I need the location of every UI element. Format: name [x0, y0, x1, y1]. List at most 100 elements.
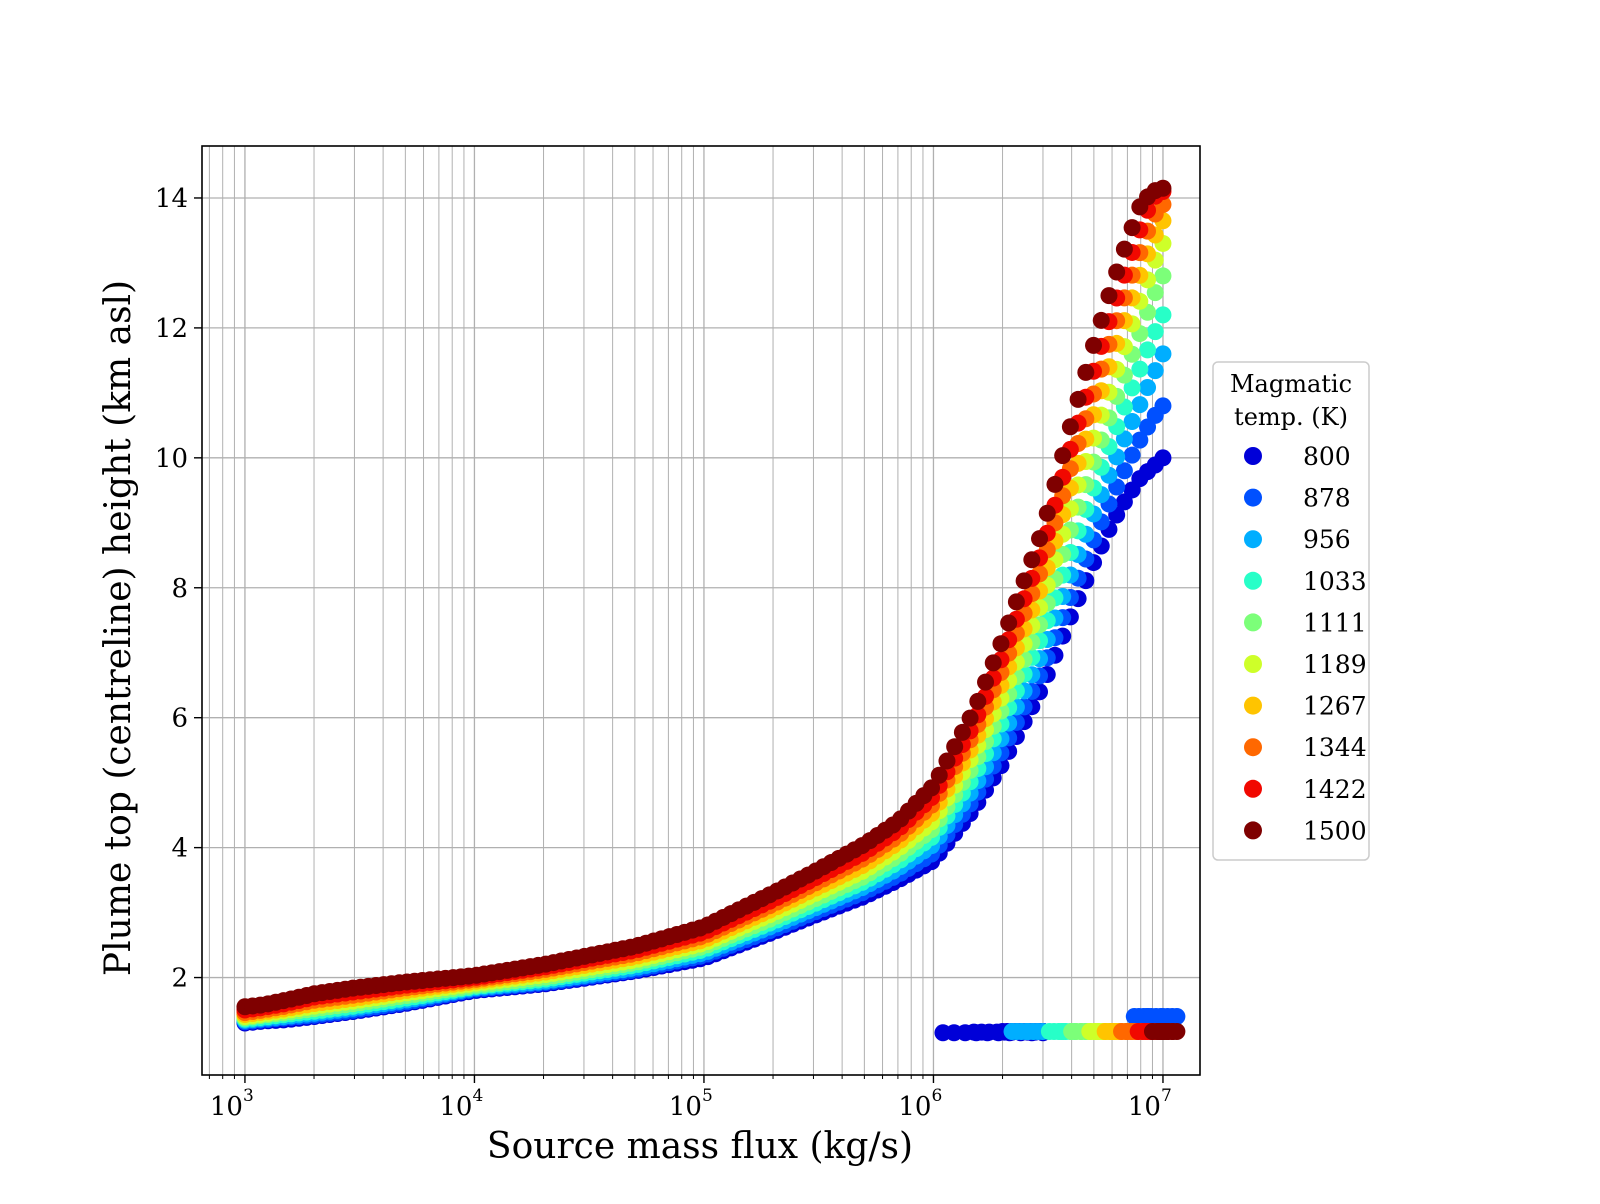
data-point — [1115, 462, 1133, 480]
legend-label: 1500 — [1303, 816, 1367, 845]
data-point — [1146, 284, 1164, 302]
legend-label: 1189 — [1303, 650, 1367, 679]
data-point — [923, 779, 941, 797]
data-point — [1023, 551, 1041, 569]
data-point — [1061, 418, 1079, 436]
x-tick-base: 10 — [439, 1092, 472, 1122]
x-tick-exponent: 5 — [702, 1086, 713, 1106]
x-tick-label: 10 3 — [210, 1086, 254, 1122]
y-tick-label: 8 — [171, 574, 188, 604]
data-point — [1154, 449, 1172, 467]
y-tick-label: 12 — [155, 314, 188, 344]
data-point — [1139, 379, 1157, 397]
data-point — [1168, 1022, 1186, 1040]
x-tick-exponent: 6 — [931, 1086, 942, 1106]
data-point — [1123, 219, 1141, 237]
data-point — [1131, 360, 1149, 378]
data-point — [930, 766, 948, 784]
legend-label: 1267 — [1303, 692, 1367, 721]
x-tick-label: 10 4 — [439, 1086, 483, 1122]
data-point — [992, 635, 1010, 653]
legend-title: Magmatic — [1230, 370, 1352, 398]
legend-label: 878 — [1303, 484, 1351, 513]
data-point — [969, 692, 987, 710]
legend-marker — [1244, 738, 1262, 757]
legend-marker — [1244, 488, 1262, 507]
x-tick-base: 10 — [1128, 1092, 1161, 1122]
y-tick-label: 6 — [171, 704, 188, 734]
legend-marker — [1244, 571, 1262, 590]
legend-item-1267: 1267 — [1244, 692, 1367, 721]
data-point — [1146, 362, 1164, 380]
plot-frame — [201, 145, 1201, 1076]
y-axis-label: Plume top (centreline) height (km asl) — [98, 280, 139, 976]
data-point — [1168, 1008, 1186, 1026]
x-tick-label: 10 5 — [669, 1086, 713, 1122]
data-point — [1123, 379, 1141, 397]
data-point — [946, 738, 964, 756]
data-point — [984, 654, 1002, 672]
y-tick-label: 10 — [155, 444, 188, 474]
legend-item-956: 956 — [1244, 525, 1351, 554]
legend-label: 800 — [1303, 442, 1351, 471]
legend-marker — [1244, 696, 1262, 715]
data-point — [1007, 593, 1025, 611]
data-point — [1123, 413, 1141, 431]
x-tick-label: 10 7 — [1128, 1086, 1172, 1122]
data-point — [1123, 446, 1141, 464]
legend-label: 1033 — [1303, 567, 1367, 596]
y-tick-label: 4 — [171, 834, 188, 864]
x-axis-label: Source mass flux (kg/s) — [487, 1126, 913, 1167]
data-point — [1085, 336, 1103, 354]
data-point — [1054, 447, 1072, 465]
data-point — [1046, 475, 1064, 493]
legend-item-1189: 1189 — [1244, 650, 1367, 679]
legend-marker — [1244, 447, 1262, 465]
data-point — [1038, 504, 1056, 522]
legend-item-1033: 1033 — [1244, 567, 1367, 596]
data-point — [1115, 240, 1133, 258]
data-point — [1069, 390, 1087, 408]
x-tick-exponent: 4 — [472, 1086, 483, 1106]
y-tick-label: 14 — [155, 184, 188, 214]
legend-label: 1422 — [1303, 775, 1367, 804]
series-1500 — [236, 179, 1186, 1040]
data-points — [236, 179, 1186, 1042]
data-point — [1146, 323, 1164, 341]
y-tick-label: 2 — [171, 964, 188, 994]
data-point — [1131, 431, 1149, 449]
data-point — [953, 723, 971, 741]
legend-label: 1344 — [1303, 733, 1367, 762]
data-point — [961, 709, 979, 727]
data-point — [1100, 287, 1118, 305]
legend-marker — [1244, 655, 1262, 673]
legend-marker — [1244, 613, 1262, 632]
legend-marker — [1244, 779, 1262, 798]
data-point — [977, 673, 995, 691]
data-point — [1000, 614, 1018, 632]
data-point — [1015, 572, 1033, 590]
data-point — [1131, 396, 1149, 414]
data-point — [1139, 341, 1157, 359]
data-point — [1092, 311, 1110, 329]
legend-label: 1111 — [1303, 608, 1367, 637]
legend-box — [1212, 361, 1370, 861]
data-point — [1077, 363, 1095, 381]
legend-item-1422: 1422 — [1244, 775, 1367, 804]
legend-item-1500: 1500 — [1244, 816, 1367, 845]
legend-title: temp. (K) — [1234, 403, 1348, 431]
data-point — [1154, 267, 1172, 285]
legend-item-1111: 1111 — [1244, 608, 1367, 637]
legend: Magmatic temp. (K) 800 878 956 1033 1111 1189 12… — [1212, 361, 1370, 861]
x-tick-exponent: 7 — [1161, 1086, 1172, 1106]
data-point — [1108, 263, 1126, 281]
data-point — [938, 752, 956, 770]
data-point — [1115, 430, 1133, 448]
legend-marker — [1244, 530, 1262, 549]
legend-label: 956 — [1303, 525, 1351, 554]
legend-marker — [1244, 821, 1262, 840]
x-tick-label: 10 6 — [898, 1086, 942, 1122]
x-tick-base: 10 — [898, 1092, 931, 1122]
